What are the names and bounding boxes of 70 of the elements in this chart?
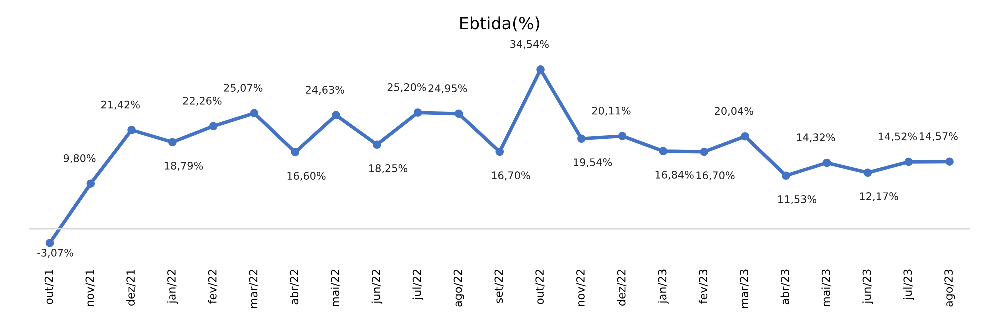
data-label: 16,70% [696, 172, 735, 181]
x-tick-label: nov/22 [576, 270, 586, 306]
data-label: 19,54% [574, 158, 612, 168]
point [291, 148, 300, 157]
data-label: 20,11% [592, 106, 631, 116]
x-tick-label: jul/22 [412, 270, 424, 300]
point [454, 110, 464, 118]
point [250, 109, 259, 118]
point [536, 66, 545, 74]
x-tick-label: dez/21 [126, 270, 136, 306]
point [373, 140, 382, 150]
point [578, 134, 586, 144]
x-tick-label: abr/23 [780, 270, 790, 305]
data-label: 16,60% [288, 172, 326, 182]
data-label: 18,25% [370, 164, 408, 174]
data-label: 25,20% [388, 83, 426, 92]
data-label: 21,42% [102, 100, 140, 110]
data-label: 14,57% [920, 132, 958, 142]
x-tick-label: jan/23 [658, 270, 669, 304]
x-tick-label: dez/22 [617, 270, 627, 306]
data-label: 14,32% [797, 134, 836, 143]
point [659, 147, 668, 156]
x-tick-label: mar/23 [740, 270, 750, 308]
data-label: 9,80% [64, 154, 96, 164]
x-tick-label: jan/22 [167, 270, 178, 304]
x-tick-label: nov/21 [86, 270, 95, 306]
x-tick-label: mai/23 [822, 270, 832, 307]
data-label: 16,70% [492, 172, 530, 181]
x-tick-label: out/21 [44, 270, 54, 304]
point [128, 126, 136, 134]
data-label: 18,79% [165, 162, 204, 171]
chart-title: Ebtida(%) [460, 16, 540, 32]
point [209, 122, 218, 131]
data-label: 24,63% [306, 86, 344, 96]
x-tick-label: mai/22 [330, 270, 340, 307]
data-label: 24,95% [428, 84, 468, 94]
x-tick-label: jul/23 [904, 270, 914, 300]
data-label: 22,26% [183, 97, 222, 106]
point [822, 158, 832, 168]
x-tick-label: ago/22 [454, 270, 464, 307]
data-label: 12,17% [860, 192, 898, 202]
x-tick-label: abr/22 [290, 270, 300, 305]
x-tick-label: mar/22 [249, 270, 259, 308]
data-label: 25,07% [224, 84, 263, 94]
data-label: 11,53% [778, 196, 817, 204]
data-label: 20,04% [715, 107, 754, 116]
data-label: 14,52% [879, 132, 918, 142]
point [496, 148, 504, 156]
point [741, 132, 750, 141]
point [86, 180, 96, 188]
x-tick-label: jun/22 [372, 270, 383, 304]
point [946, 158, 954, 166]
x-tick-label: fev/23 [699, 270, 708, 304]
x-tick-label: jun/23 [862, 270, 874, 304]
point [904, 158, 914, 166]
point [700, 148, 709, 156]
x-tick-label: out/22 [536, 270, 545, 304]
point [782, 172, 790, 180]
point [46, 239, 54, 248]
x-tick-label: fev/22 [208, 270, 218, 304]
data-label: -3,07% [38, 248, 74, 258]
point [414, 108, 422, 117]
data-label: 34,54% [510, 40, 549, 50]
x-tick-label: ago/23 [944, 270, 956, 307]
point [332, 111, 340, 120]
x-tick-label: set/22 [494, 270, 504, 304]
data-label: 16,84% [656, 171, 694, 180]
point [618, 132, 627, 140]
point [168, 138, 177, 147]
point [864, 168, 872, 178]
